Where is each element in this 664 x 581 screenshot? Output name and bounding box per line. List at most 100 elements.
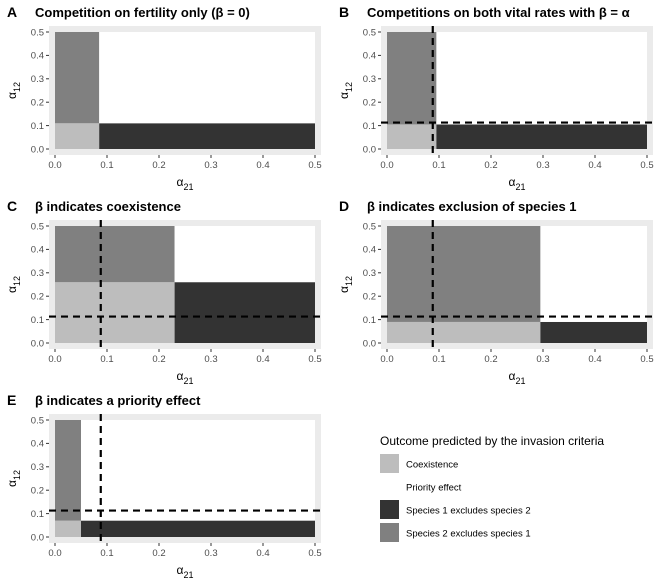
panel-title: β indicates coexistence (35, 199, 181, 214)
region-sp2_excludes (55, 226, 175, 283)
x-tick-label: 0.5 (308, 354, 321, 365)
panel-a: 0.0 0.1 0.2 0.3 0.4 0.5 0.0 0.1 0.2 0.3 0.4 0.5 α21 α… (5, 4, 322, 192)
panel-e: 0.0 0.1 0.2 0.3 0.4 0.5 0.0 0.1 0.2 0.3 0.4 0.5 α21 α… (5, 392, 322, 580)
region-priority (99, 32, 315, 124)
region-sp1_excludes (540, 321, 647, 343)
x-tick-label: 0.5 (308, 548, 321, 559)
y-tick-label: 0.2 (31, 292, 44, 303)
legend-swatch (380, 454, 399, 473)
y-tick-label: 0.3 (31, 462, 44, 473)
y-axis-label: α12 (5, 470, 22, 487)
legend-item-sp1_excludes: Species 1 excludes species 2 (380, 500, 531, 519)
region-sp1_excludes (99, 123, 315, 149)
y-tick-label: 0.0 (31, 532, 44, 543)
panel-letter: E (7, 392, 16, 408)
legend-swatch (380, 500, 399, 519)
x-tick-label: 0.1 (432, 354, 445, 365)
x-tick-label: 0.2 (152, 354, 165, 365)
y-tick-label: 0.3 (363, 74, 376, 85)
legend-item-priority: Priority effect (380, 477, 462, 496)
region-sp2_excludes (55, 32, 100, 124)
x-tick-label: 0.4 (256, 354, 269, 365)
y-tick-label: 0.1 (363, 315, 376, 326)
y-tick-label: 0.1 (363, 121, 376, 132)
x-axis-label: α21 (509, 175, 526, 192)
x-axis-label: α21 (177, 175, 194, 192)
x-tick-label: 0.2 (484, 354, 497, 365)
y-tick-label: 0.5 (31, 415, 44, 426)
x-axis-label: α21 (177, 369, 194, 386)
x-tick-label: 0.1 (432, 160, 445, 171)
legend-label: Species 2 excludes species 1 (406, 529, 531, 540)
region-sp1_excludes (81, 520, 315, 537)
y-tick-label: 0.4 (31, 439, 44, 450)
x-tick-label: 0.3 (204, 548, 217, 559)
region-coexistence (55, 520, 81, 537)
y-tick-label: 0.5 (363, 221, 376, 232)
y-tick-label: 0.2 (363, 98, 376, 109)
region-sp2_excludes (387, 226, 541, 322)
y-tick-label: 0.3 (31, 268, 44, 279)
x-axis-label: α21 (509, 369, 526, 386)
x-tick-label: 0.0 (48, 548, 61, 559)
x-tick-label: 0.0 (48, 160, 61, 171)
region-priority (174, 226, 315, 283)
legend-item-coexistence: Coexistence (380, 454, 458, 473)
panel-letter: A (7, 4, 17, 20)
y-tick-label: 0.1 (31, 315, 44, 326)
y-tick-label: 0.4 (31, 51, 44, 62)
y-axis-label: α12 (5, 82, 22, 99)
y-tick-label: 0.5 (31, 221, 44, 232)
y-tick-label: 0.3 (363, 268, 376, 279)
x-tick-label: 0.0 (380, 160, 393, 171)
x-tick-label: 0.5 (640, 160, 653, 171)
y-axis-label: α12 (5, 276, 22, 293)
region-sp1_excludes (174, 282, 315, 343)
legend-label: Priority effect (406, 483, 462, 494)
x-tick-label: 0.4 (256, 160, 269, 171)
x-tick-label: 0.3 (204, 160, 217, 171)
y-tick-label: 0.5 (363, 27, 376, 38)
y-tick-label: 0.0 (363, 338, 376, 349)
x-tick-label: 0.4 (588, 160, 601, 171)
region-priority (81, 420, 315, 521)
legend-label: Coexistence (406, 460, 458, 471)
y-tick-label: 0.2 (363, 292, 376, 303)
x-tick-label: 0.5 (308, 160, 321, 171)
legend-swatch (380, 523, 399, 542)
y-tick-label: 0.0 (31, 144, 44, 155)
region-coexistence (387, 124, 437, 149)
legend-label: Species 1 excludes species 2 (406, 506, 531, 517)
panel-letter: B (339, 4, 349, 20)
panel-b: 0.0 0.1 0.2 0.3 0.4 0.5 0.0 0.1 0.2 0.3 0.4 0.5 α21 α… (337, 4, 654, 192)
region-coexistence (55, 123, 100, 149)
panel-letter: D (339, 198, 349, 214)
y-axis-label: α12 (337, 82, 354, 99)
panel-d: 0.0 0.1 0.2 0.3 0.4 0.5 0.0 0.1 0.2 0.3 0.4 0.5 α21 α… (337, 198, 654, 386)
x-tick-label: 0.5 (640, 354, 653, 365)
x-tick-label: 0.3 (536, 354, 549, 365)
panel-title: β indicates exclusion of species 1 (367, 199, 577, 214)
x-tick-label: 0.2 (484, 160, 497, 171)
x-tick-label: 0.1 (100, 160, 113, 171)
y-tick-label: 0.1 (31, 509, 44, 520)
x-tick-label: 0.3 (536, 160, 549, 171)
y-tick-label: 0.3 (31, 74, 44, 85)
legend-item-sp2_excludes: Species 2 excludes species 1 (380, 523, 531, 542)
legend-swatch (380, 477, 399, 496)
y-axis-label: α12 (337, 276, 354, 293)
region-coexistence (55, 282, 175, 343)
region-priority (540, 226, 647, 322)
region-sp2_excludes (55, 420, 81, 521)
panel-title: β indicates a priority effect (35, 393, 201, 408)
x-tick-label: 0.3 (204, 354, 217, 365)
x-tick-label: 0.2 (152, 160, 165, 171)
region-sp1_excludes (436, 124, 647, 149)
panel-letter: C (7, 198, 17, 214)
region-priority (436, 32, 647, 125)
legend-title: Outcome predicted by the invasion criter… (380, 434, 604, 448)
y-tick-label: 0.0 (363, 144, 376, 155)
x-tick-label: 0.0 (380, 354, 393, 365)
x-tick-label: 0.1 (100, 548, 113, 559)
y-tick-label: 0.4 (363, 245, 376, 256)
